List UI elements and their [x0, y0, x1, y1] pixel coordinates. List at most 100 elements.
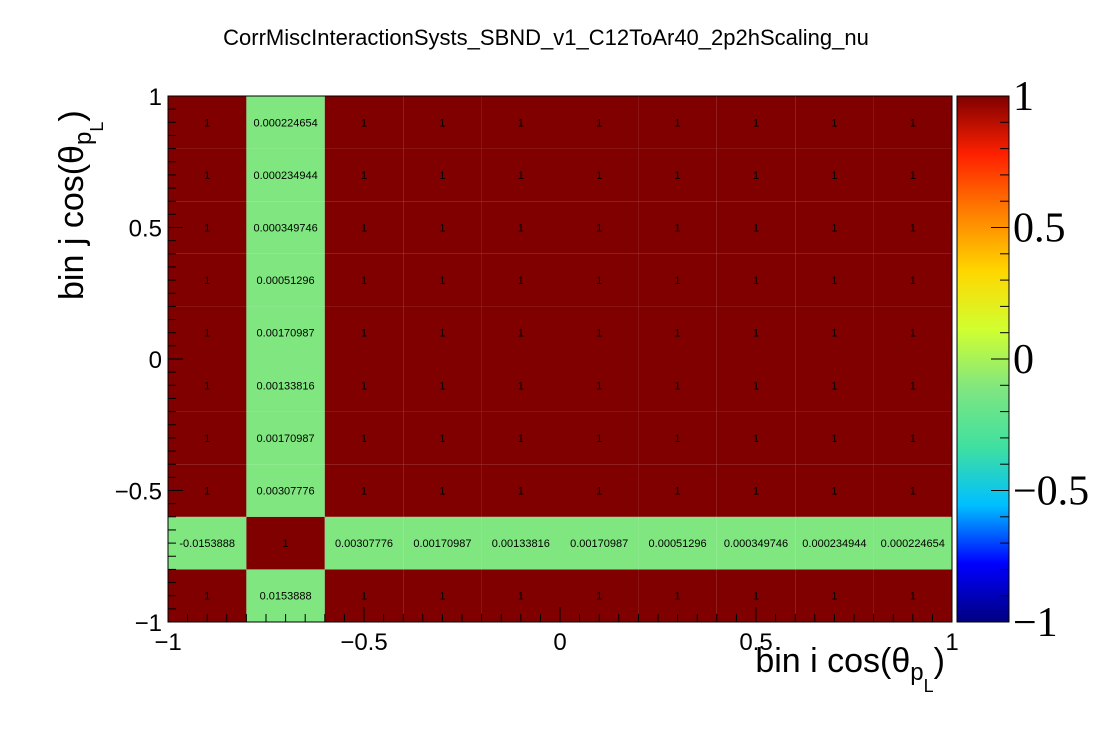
heatmap-cell [168, 148, 247, 202]
heatmap-cell [324, 96, 404, 149]
heatmap-cell [873, 464, 952, 517]
cell-value-label: 1 [518, 380, 524, 392]
heatmap-cell [560, 359, 639, 412]
cell-value-label: 1 [439, 380, 445, 392]
heatmap-cell [168, 569, 247, 622]
heatmap-cell [795, 148, 874, 202]
heatmap-cell [795, 253, 874, 307]
heatmap-cell [403, 96, 482, 149]
heatmap-cell [246, 359, 325, 412]
heatmap-cell [560, 569, 639, 622]
chart-title: CorrMiscInteractionSysts_SBND_v1_C12ToAr… [223, 25, 869, 50]
cell-value-label: 1 [361, 380, 367, 392]
heatmap-cell [638, 569, 717, 622]
cell-value-label: 1 [361, 275, 367, 287]
cell-value-label: 1 [439, 486, 445, 498]
cell-value-label: 1 [204, 223, 210, 235]
cell-value-label: 1 [675, 170, 681, 182]
heatmap-cell [716, 148, 796, 202]
cell-value-label: 1 [518, 170, 524, 182]
heatmap-cell [481, 306, 560, 359]
heatmap-cell [873, 411, 952, 465]
cell-value-label: 1 [204, 170, 210, 182]
cell-value-label: 1 [675, 380, 681, 392]
heatmap-cell [481, 464, 560, 517]
cell-value-label: 1 [753, 223, 759, 235]
cell-value-label: 1 [831, 223, 837, 235]
cell-value-label: 0.000224654 [253, 117, 317, 129]
heatmap-cell [481, 148, 560, 202]
cell-value-label: 1 [518, 328, 524, 340]
cell-value-label: 1 [831, 433, 837, 445]
heatmap-cell [246, 253, 325, 307]
cell-value-label: 1 [439, 117, 445, 129]
heatmap-cell [403, 306, 482, 359]
heatmap-cell [716, 464, 796, 517]
heatmap-cell [481, 96, 560, 149]
cell-value-label: 1 [910, 486, 916, 498]
cell-value-label: 1 [518, 223, 524, 235]
cell-value-label: 1 [518, 591, 524, 603]
heatmap-cell [324, 201, 404, 254]
cell-value-label: 1 [910, 380, 916, 392]
cell-value-label: 0.000349746 [724, 538, 788, 550]
x-tick-label: −0.5 [340, 629, 387, 656]
cell-value-label: 1 [831, 117, 837, 129]
cell-value-label: 1 [439, 433, 445, 445]
cell-value-label: 1 [439, 275, 445, 287]
cell-value-label: 1 [596, 170, 602, 182]
heatmap-cell [716, 96, 796, 149]
cell-value-label: 1 [596, 275, 602, 287]
cell-value-label: 1 [204, 433, 210, 445]
cell-value-label: 0.00170987 [413, 538, 471, 550]
cell-value-label: 0.00051296 [649, 538, 707, 550]
cell-value-label: 1 [753, 433, 759, 445]
cell-value-label: 1 [753, 591, 759, 603]
heatmap-cell [481, 201, 560, 254]
cell-value-label: 1 [831, 380, 837, 392]
heatmap-cell [246, 201, 325, 254]
heatmap-cell [795, 359, 874, 412]
cell-value-label: 1 [361, 433, 367, 445]
cell-value-label: 1 [753, 117, 759, 129]
heatmap-cell [873, 569, 952, 622]
heatmap-cell [716, 306, 796, 359]
cell-value-label: 1 [910, 591, 916, 603]
cell-value-label: 1 [753, 275, 759, 287]
cell-value-label: 1 [831, 170, 837, 182]
heatmap-cell [324, 516, 404, 570]
heatmap-cell [324, 359, 404, 412]
cell-value-label: 1 [204, 275, 210, 287]
cell-value-label: 1 [753, 328, 759, 340]
cell-value-label: 1 [204, 328, 210, 340]
heatmap-cell [560, 464, 639, 517]
y-tick-label: 1 [149, 84, 162, 111]
heatmap-cell [716, 253, 796, 307]
x-tick-label: 0 [553, 629, 566, 656]
y-axis-label: bin j cos(θpL) [53, 110, 107, 300]
x-axis-label: bin i cos(θpL) [755, 642, 945, 696]
heatmap-cell [403, 148, 482, 202]
cell-value-label: 1 [361, 223, 367, 235]
heatmap-cell [638, 253, 717, 307]
cell-value-label: 1 [831, 486, 837, 498]
x-tick-label: −1 [154, 629, 181, 656]
heatmap-cell [324, 306, 404, 359]
heatmap-cell [324, 464, 404, 517]
heatmap-cell [638, 359, 717, 412]
heatmap-cell [795, 516, 874, 570]
cell-value-label: 1 [675, 117, 681, 129]
cell-value-label: 1 [596, 117, 602, 129]
palette-tick-label: 0 [1013, 337, 1034, 383]
cell-value-label: 0.000349746 [253, 223, 317, 235]
cell-value-label: 1 [910, 433, 916, 445]
cell-value-label: 0.00051296 [257, 275, 315, 287]
cell-value-label: 1 [361, 591, 367, 603]
cell-value-label: 0.00133816 [492, 538, 550, 550]
heatmap-cell [795, 96, 874, 149]
cell-value-label: 1 [439, 170, 445, 182]
heatmap-cell [560, 201, 639, 254]
cell-value-label: 1 [910, 275, 916, 287]
palette-tick-label: 0.5 [1013, 206, 1066, 252]
